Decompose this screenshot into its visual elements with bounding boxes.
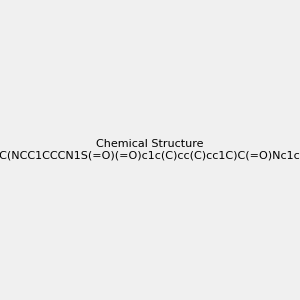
Text: Chemical Structure
O=C(NCC1CCCN1S(=O)(=O)c1c(C)cc(C)cc1C)C(=O)Nc1cc(C: Chemical Structure O=C(NCC1CCCN1S(=O)(=O… [0,139,300,161]
